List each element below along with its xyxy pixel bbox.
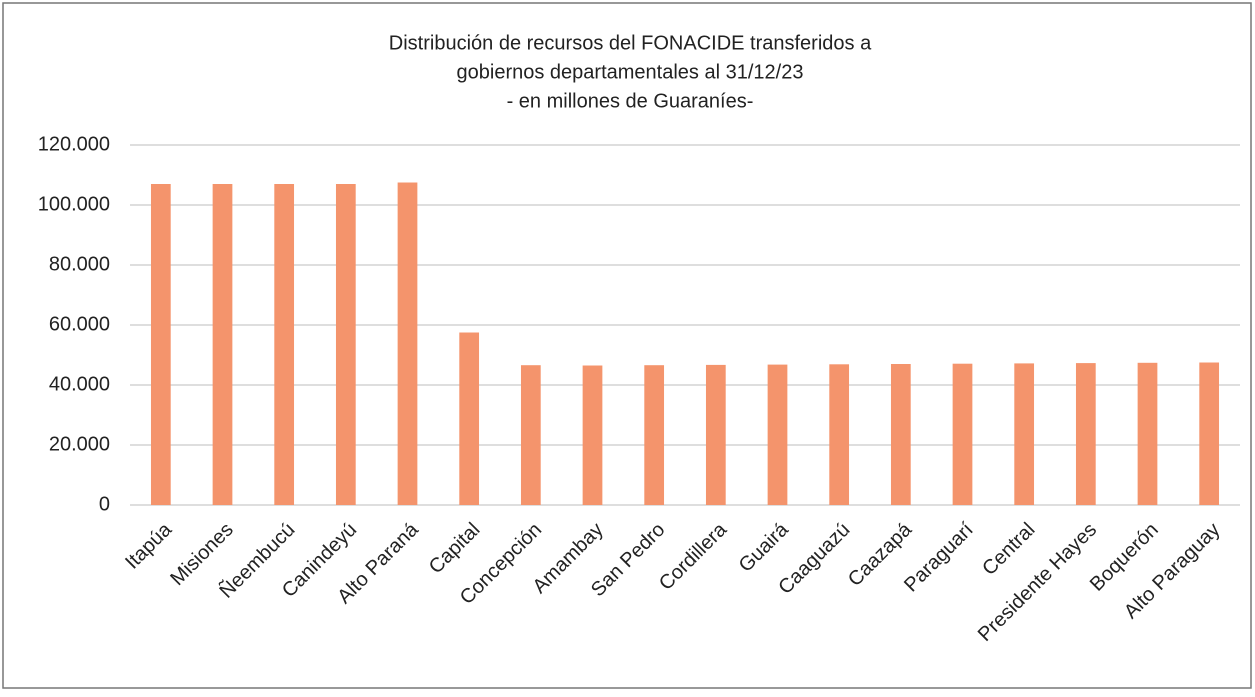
bar — [705, 364, 726, 505]
bar — [767, 364, 788, 505]
bar — [1137, 362, 1158, 505]
bar — [459, 332, 480, 505]
y-tick-label: 80.000 — [49, 253, 110, 275]
bar — [150, 184, 171, 505]
bar — [644, 365, 665, 505]
y-tick-label: 120.000 — [38, 133, 110, 155]
chart-subtitle: - en millones de Guaraníes- — [507, 90, 754, 112]
bar — [952, 363, 973, 505]
bar — [829, 364, 850, 505]
y-tick-label: 20.000 — [49, 433, 110, 455]
bar — [890, 364, 911, 505]
bar — [335, 184, 356, 505]
bar — [397, 182, 418, 505]
bar — [212, 184, 233, 505]
chart-title: Distribución de recursos del FONACIDE tr… — [389, 32, 872, 54]
bar — [1075, 363, 1096, 505]
chart-title: gobiernos departamentales al 31/12/23 — [457, 61, 804, 83]
bar — [1014, 363, 1035, 505]
bar — [274, 184, 295, 505]
y-tick-label: 60.000 — [49, 313, 110, 335]
y-tick-label: 100.000 — [38, 193, 110, 215]
bar — [1199, 362, 1220, 505]
y-tick-label: 40.000 — [49, 373, 110, 395]
y-tick-label: 0 — [99, 493, 110, 515]
bar — [582, 365, 603, 505]
bar — [520, 365, 541, 505]
